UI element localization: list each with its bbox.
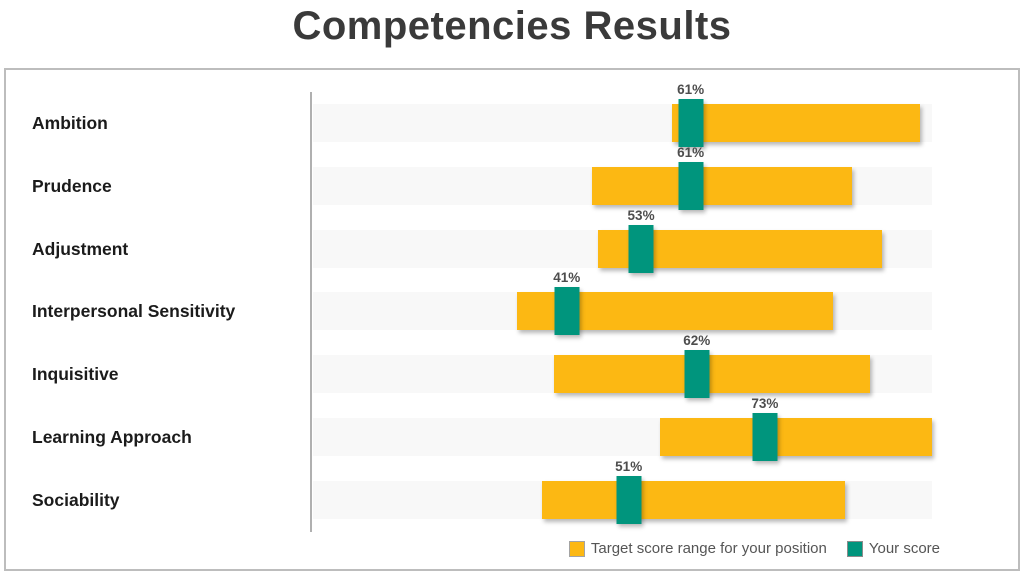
your-score-marker	[752, 413, 778, 461]
category-label: Prudence	[32, 176, 112, 196]
category-label: Adjustment	[32, 239, 129, 259]
y-axis-line	[310, 92, 312, 532]
bar-track: 61%	[313, 145, 932, 210]
chart-row: Prudence 61%	[6, 145, 1018, 210]
bar-track: 61%	[313, 82, 932, 147]
bar-track: 51%	[313, 459, 932, 524]
target-range-bar	[542, 481, 846, 519]
category-label: Ambition	[32, 113, 108, 133]
score-value-label: 51%	[615, 459, 643, 474]
category-label: Inquisitive	[32, 364, 119, 384]
legend-score-label: Your score	[868, 540, 940, 557]
score-value-label: 62%	[683, 333, 711, 348]
your-score-marker	[628, 225, 654, 273]
legend-item-your-score: Your score	[846, 540, 940, 557]
chart-row: Inquisitive 62%	[6, 333, 1018, 398]
category-label: Learning Approach	[32, 427, 192, 447]
chart-row: Learning Approach 73%	[6, 396, 1018, 461]
plot-area: Ambition 61% Prudence 61% Adjustment 53%…	[6, 70, 1018, 569]
bar-track: 41%	[313, 270, 932, 335]
target-range-bar	[659, 418, 932, 456]
score-value-label: 41%	[553, 270, 581, 285]
bar-track: 73%	[313, 396, 932, 461]
score-value-label: 61%	[677, 82, 705, 97]
score-value-label: 53%	[627, 208, 655, 223]
your-score-swatch-icon	[846, 540, 863, 557]
chart-row: Ambition 61%	[6, 82, 1018, 147]
score-value-label: 73%	[751, 396, 779, 411]
bar-track: 53%	[313, 208, 932, 273]
target-range-swatch-icon	[568, 540, 585, 557]
your-score-marker	[678, 99, 704, 147]
target-range-bar	[591, 167, 852, 205]
category-label: Interpersonal Sensitivity	[32, 301, 236, 321]
chart-legend: Target score range for your position You…	[568, 540, 940, 557]
category-label: Sociability	[32, 490, 120, 510]
chart-row: Adjustment 53%	[6, 208, 1018, 273]
your-score-marker	[554, 287, 580, 335]
chart-row: Interpersonal Sensitivity 41%	[6, 270, 1018, 335]
bar-track: 62%	[313, 333, 932, 398]
page-title: Competencies Results	[292, 4, 732, 48]
score-value-label: 61%	[677, 145, 705, 160]
chart-panel: Ambition 61% Prudence 61% Adjustment 53%…	[4, 68, 1020, 571]
legend-target-label: Target score range for your position	[590, 540, 827, 557]
target-range-bar	[554, 355, 871, 393]
legend-item-target-range: Target score range for your position	[568, 540, 827, 557]
chart-row: Sociability 51%	[6, 459, 1018, 524]
target-range-bar	[672, 104, 920, 142]
your-score-marker	[684, 350, 710, 398]
your-score-marker	[678, 162, 704, 210]
your-score-marker	[616, 476, 642, 524]
